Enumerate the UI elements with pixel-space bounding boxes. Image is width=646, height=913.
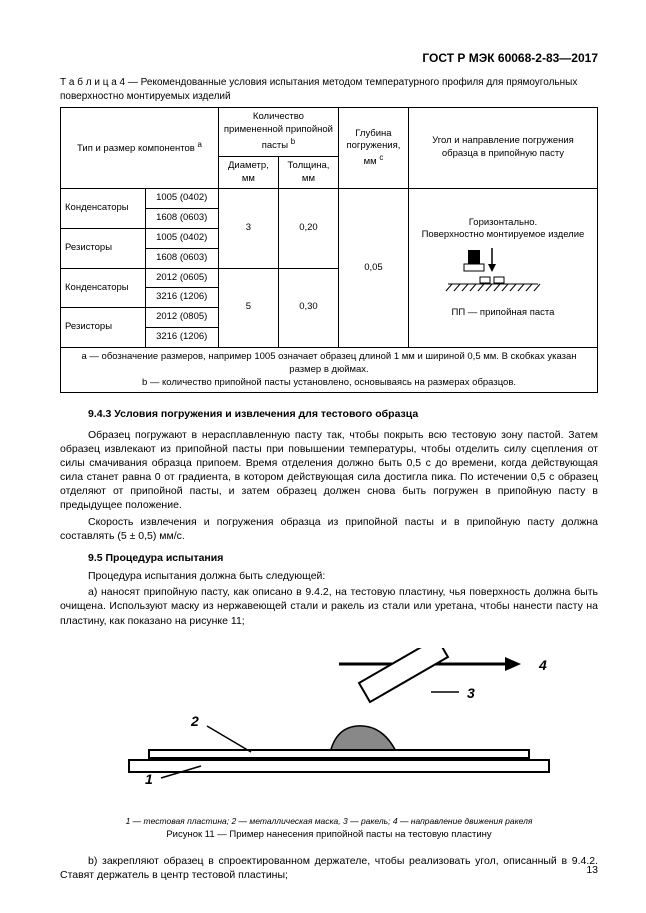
cell-r7c1: Резисторы — [61, 308, 146, 348]
cell-thick-a: 0,20 — [278, 189, 338, 268]
fig11-caption-items: 1 — тестовая пластина; 2 — металлическая… — [60, 816, 598, 827]
page-number: 13 — [586, 863, 598, 877]
diagram-svg — [428, 242, 578, 302]
cell-diam-a: 3 — [218, 189, 278, 268]
cell-r1c2: 1005 (0402) — [145, 189, 218, 209]
table4-caption: Т а б л и ц а 4 — Рекомендованные услови… — [60, 76, 598, 103]
sec-943-p2: Скорость извлечения и погружения образца… — [60, 515, 598, 543]
cell-r1c1: Конденсаторы — [61, 189, 146, 229]
table4-caption-label: Т а б л и ц а 4 — [60, 77, 125, 88]
th-type-size: Тип и размер компонентов a — [61, 108, 219, 189]
sec-943-p1: Образец погружают в нерасплавленную паст… — [60, 428, 598, 513]
figure-11: 4 3 2 1 1 — тестовая пластина; 2 — метал… — [60, 648, 598, 842]
cell-thick-b: 0,30 — [278, 268, 338, 347]
diagram-line1: Горизонтально. — [413, 217, 593, 230]
table4-caption-text: — Рекомендованные условия испытания мето… — [60, 77, 577, 102]
cell-diam-b: 5 — [218, 268, 278, 347]
fig-label-1: 1 — [145, 771, 153, 787]
th-angle: Угол и направление погружения образца в … — [408, 108, 597, 189]
th-depth-sup: c — [379, 153, 383, 162]
cell-depth: 0,05 — [338, 189, 408, 348]
document-id: ГОСТ Р МЭК 60068-2-83—2017 — [60, 50, 598, 66]
cell-r4c2: 1608 (0603) — [145, 248, 218, 268]
cell-r7c2: 2012 (0805) — [145, 308, 218, 328]
fig11-title: Рисунок 11 — Пример нанесения припойной … — [60, 829, 598, 842]
th-depth: Глубина погружения, мм c — [338, 108, 408, 189]
th-type-size-sup: a — [197, 140, 201, 149]
cell-r6c2: 3216 (1206) — [145, 288, 218, 308]
th-thick: Толщина, мм — [278, 156, 338, 189]
figure-11-svg: 4 3 2 1 — [89, 648, 569, 808]
table4-note-b: b — количество припойной пасты установле… — [65, 377, 593, 390]
table4-note-a: a — обозначение размеров, например 1005 … — [65, 351, 593, 377]
th-paste-qty: Количество примененной припойной пасты b — [218, 108, 338, 157]
diagram-pp-label: ПП — припойная паста — [413, 307, 593, 320]
cell-r3c2: 1005 (0402) — [145, 229, 218, 249]
diagram-line2: Поверхностно монтируемое изделие — [413, 229, 593, 242]
cell-r5c2: 2012 (0605) — [145, 268, 218, 288]
cell-r5c1: Конденсаторы — [61, 268, 146, 308]
sec-b-p: b) закрепляют образец в спроектированном… — [60, 854, 598, 882]
fig-label-3: 3 — [467, 685, 475, 701]
th-type-size-text: Тип и размер компонентов — [77, 143, 197, 154]
cell-r3c1: Резисторы — [61, 229, 146, 269]
fig-label-2: 2 — [190, 713, 199, 729]
th-paste-qty-text: Количество примененной припойной пасты — [224, 111, 333, 151]
sec-95-p2: a) наносят припойную пасту, как описано … — [60, 585, 598, 628]
cell-r2c2: 1608 (0603) — [145, 209, 218, 229]
th-paste-qty-sup: b — [291, 137, 295, 146]
sec-95-title: 9.5 Процедура испытания — [88, 551, 598, 565]
th-diam: Диаметр, мм — [218, 156, 278, 189]
th-depth-text: Глубина погружения, мм — [347, 128, 401, 168]
cell-diagram: Горизонтально. Поверхностно монтируемое … — [408, 189, 597, 348]
table4-notes: a — обозначение размеров, например 1005 … — [61, 347, 598, 392]
table4: Тип и размер компонентов a Количество пр… — [60, 107, 598, 393]
cell-r8c2: 3216 (1206) — [145, 328, 218, 348]
fig-label-4: 4 — [538, 657, 547, 673]
sec-95-p1: Процедура испытания должна быть следующе… — [60, 569, 598, 583]
sec-943-title: 9.4.3 Условия погружения и извлечения дл… — [88, 407, 598, 421]
